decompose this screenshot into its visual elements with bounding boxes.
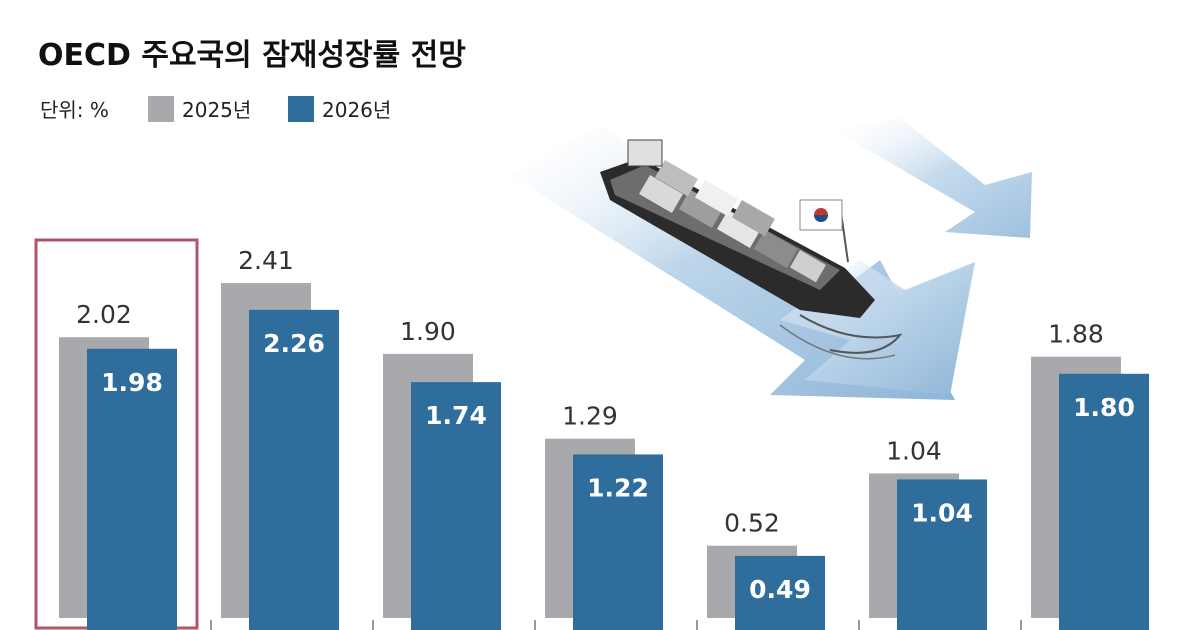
legend-label-2026: 2026년 bbox=[322, 98, 391, 122]
container bbox=[695, 179, 738, 217]
data-label-2026: 1.98 bbox=[101, 368, 163, 397]
ship-bridge bbox=[627, 139, 663, 167]
bar-2026 bbox=[897, 479, 987, 630]
container bbox=[679, 190, 723, 229]
data-label-2026: 1.04 bbox=[911, 498, 973, 527]
container bbox=[754, 230, 798, 269]
legend-swatch-2026 bbox=[288, 96, 314, 122]
ship-containers bbox=[639, 160, 826, 283]
container bbox=[655, 160, 698, 197]
bar-2026 bbox=[87, 348, 177, 630]
ship-wake-2 bbox=[779, 324, 896, 360]
data-label-2026: 2.26 bbox=[263, 329, 325, 358]
data-label-2025: 2.02 bbox=[76, 300, 132, 329]
bar-2026 bbox=[735, 555, 825, 630]
data-label-2025: 1.04 bbox=[886, 436, 942, 465]
data-label-2025: 1.88 bbox=[1048, 320, 1104, 349]
data-label-2025: 0.52 bbox=[724, 509, 780, 538]
data-label-2025: 2.41 bbox=[238, 246, 294, 275]
ship-wake bbox=[799, 314, 903, 354]
bar-groups: 2.02 1.98 2.41 2.26 1.90 1.74 1.29 1.22 0.52 0.49… bbox=[59, 246, 1149, 630]
data-label-2025: 1.90 bbox=[400, 317, 456, 346]
data-label-2026: 1.22 bbox=[587, 473, 649, 502]
data-label-2026: 1.74 bbox=[425, 401, 487, 430]
data-label-2026: 0.49 bbox=[749, 575, 811, 604]
cargo-ship-illustration bbox=[600, 139, 903, 360]
bar-2026 bbox=[249, 309, 339, 630]
korean-flag-icon bbox=[799, 199, 849, 263]
unit-label: 단위: % bbox=[40, 98, 109, 122]
chart-title: OECD 주요국의 잠재성장률 전망 bbox=[38, 38, 466, 73]
bar-2026 bbox=[573, 454, 663, 630]
container bbox=[717, 210, 761, 249]
legend-swatch-2025 bbox=[148, 96, 174, 122]
bar-2026 bbox=[411, 382, 501, 630]
bar-2026 bbox=[1059, 373, 1149, 630]
container bbox=[639, 174, 683, 214]
data-label-2025: 1.29 bbox=[562, 402, 618, 431]
data-label-2026: 1.80 bbox=[1073, 393, 1135, 422]
arrow-shape-top bbox=[830, 118, 1032, 238]
container bbox=[790, 250, 826, 283]
legend-label-2025: 2025년 bbox=[182, 98, 251, 122]
container bbox=[732, 199, 775, 237]
